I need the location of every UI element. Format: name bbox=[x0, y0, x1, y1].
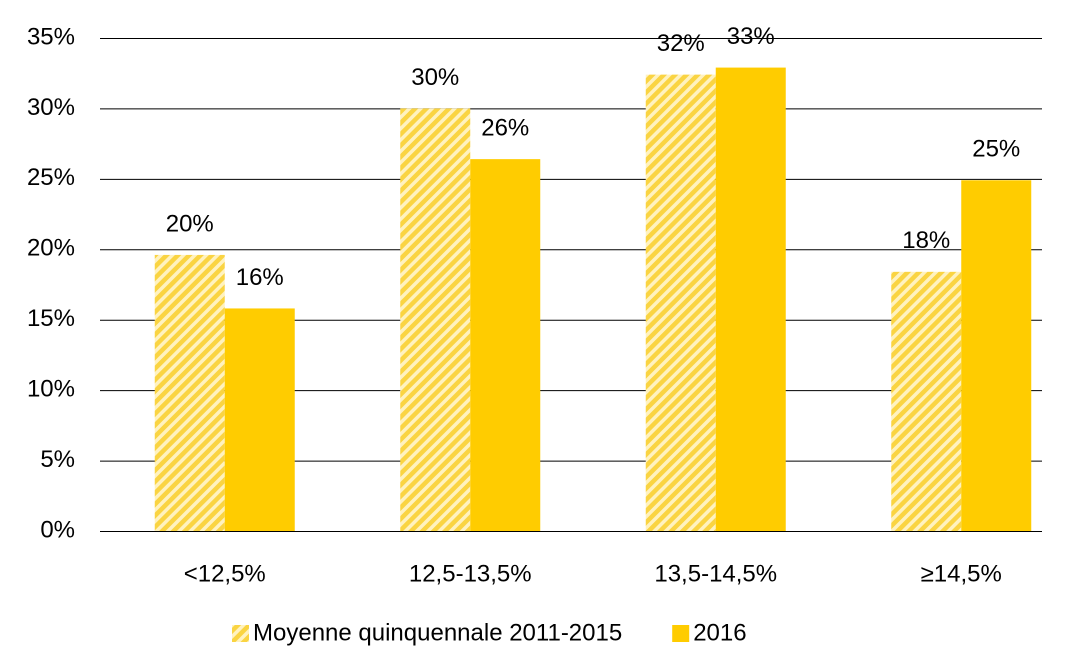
legend-swatch bbox=[672, 625, 690, 642]
bar bbox=[224, 308, 295, 531]
x-tick-label: 13,5-14,5% bbox=[654, 560, 777, 587]
value-label: 33% bbox=[727, 23, 775, 50]
y-tick-label: 25% bbox=[27, 164, 75, 191]
y-tick-label: 15% bbox=[27, 305, 75, 332]
y-tick-label: 5% bbox=[40, 446, 75, 473]
value-label: 30% bbox=[411, 64, 459, 91]
bar bbox=[400, 108, 471, 531]
value-label: 18% bbox=[902, 227, 950, 254]
bar bbox=[645, 74, 716, 531]
x-tick-label: 12,5-13,5% bbox=[409, 560, 532, 587]
y-tick-label: 20% bbox=[27, 235, 75, 262]
bar bbox=[891, 271, 962, 531]
bar bbox=[961, 180, 1032, 531]
y-tick-label: 30% bbox=[27, 94, 75, 121]
legend-swatch bbox=[232, 625, 249, 642]
y-tick-label: 0% bbox=[40, 516, 75, 543]
legend-label: Moyenne quinquennale 2011-2015 bbox=[253, 619, 622, 646]
y-tick-label: 10% bbox=[27, 375, 75, 402]
value-label: 25% bbox=[972, 136, 1020, 163]
value-label: 20% bbox=[166, 210, 214, 237]
x-tick-label: <12,5% bbox=[184, 560, 266, 587]
y-tick-label: 35% bbox=[27, 23, 75, 50]
legend-label: 2016 bbox=[693, 619, 746, 646]
value-label: 26% bbox=[481, 114, 529, 141]
bar bbox=[715, 67, 786, 531]
x-tick-label: ≥14,5% bbox=[921, 560, 1002, 587]
value-label: 32% bbox=[657, 30, 705, 57]
value-label: 16% bbox=[236, 264, 284, 291]
bar bbox=[470, 159, 541, 531]
bar bbox=[154, 254, 225, 532]
